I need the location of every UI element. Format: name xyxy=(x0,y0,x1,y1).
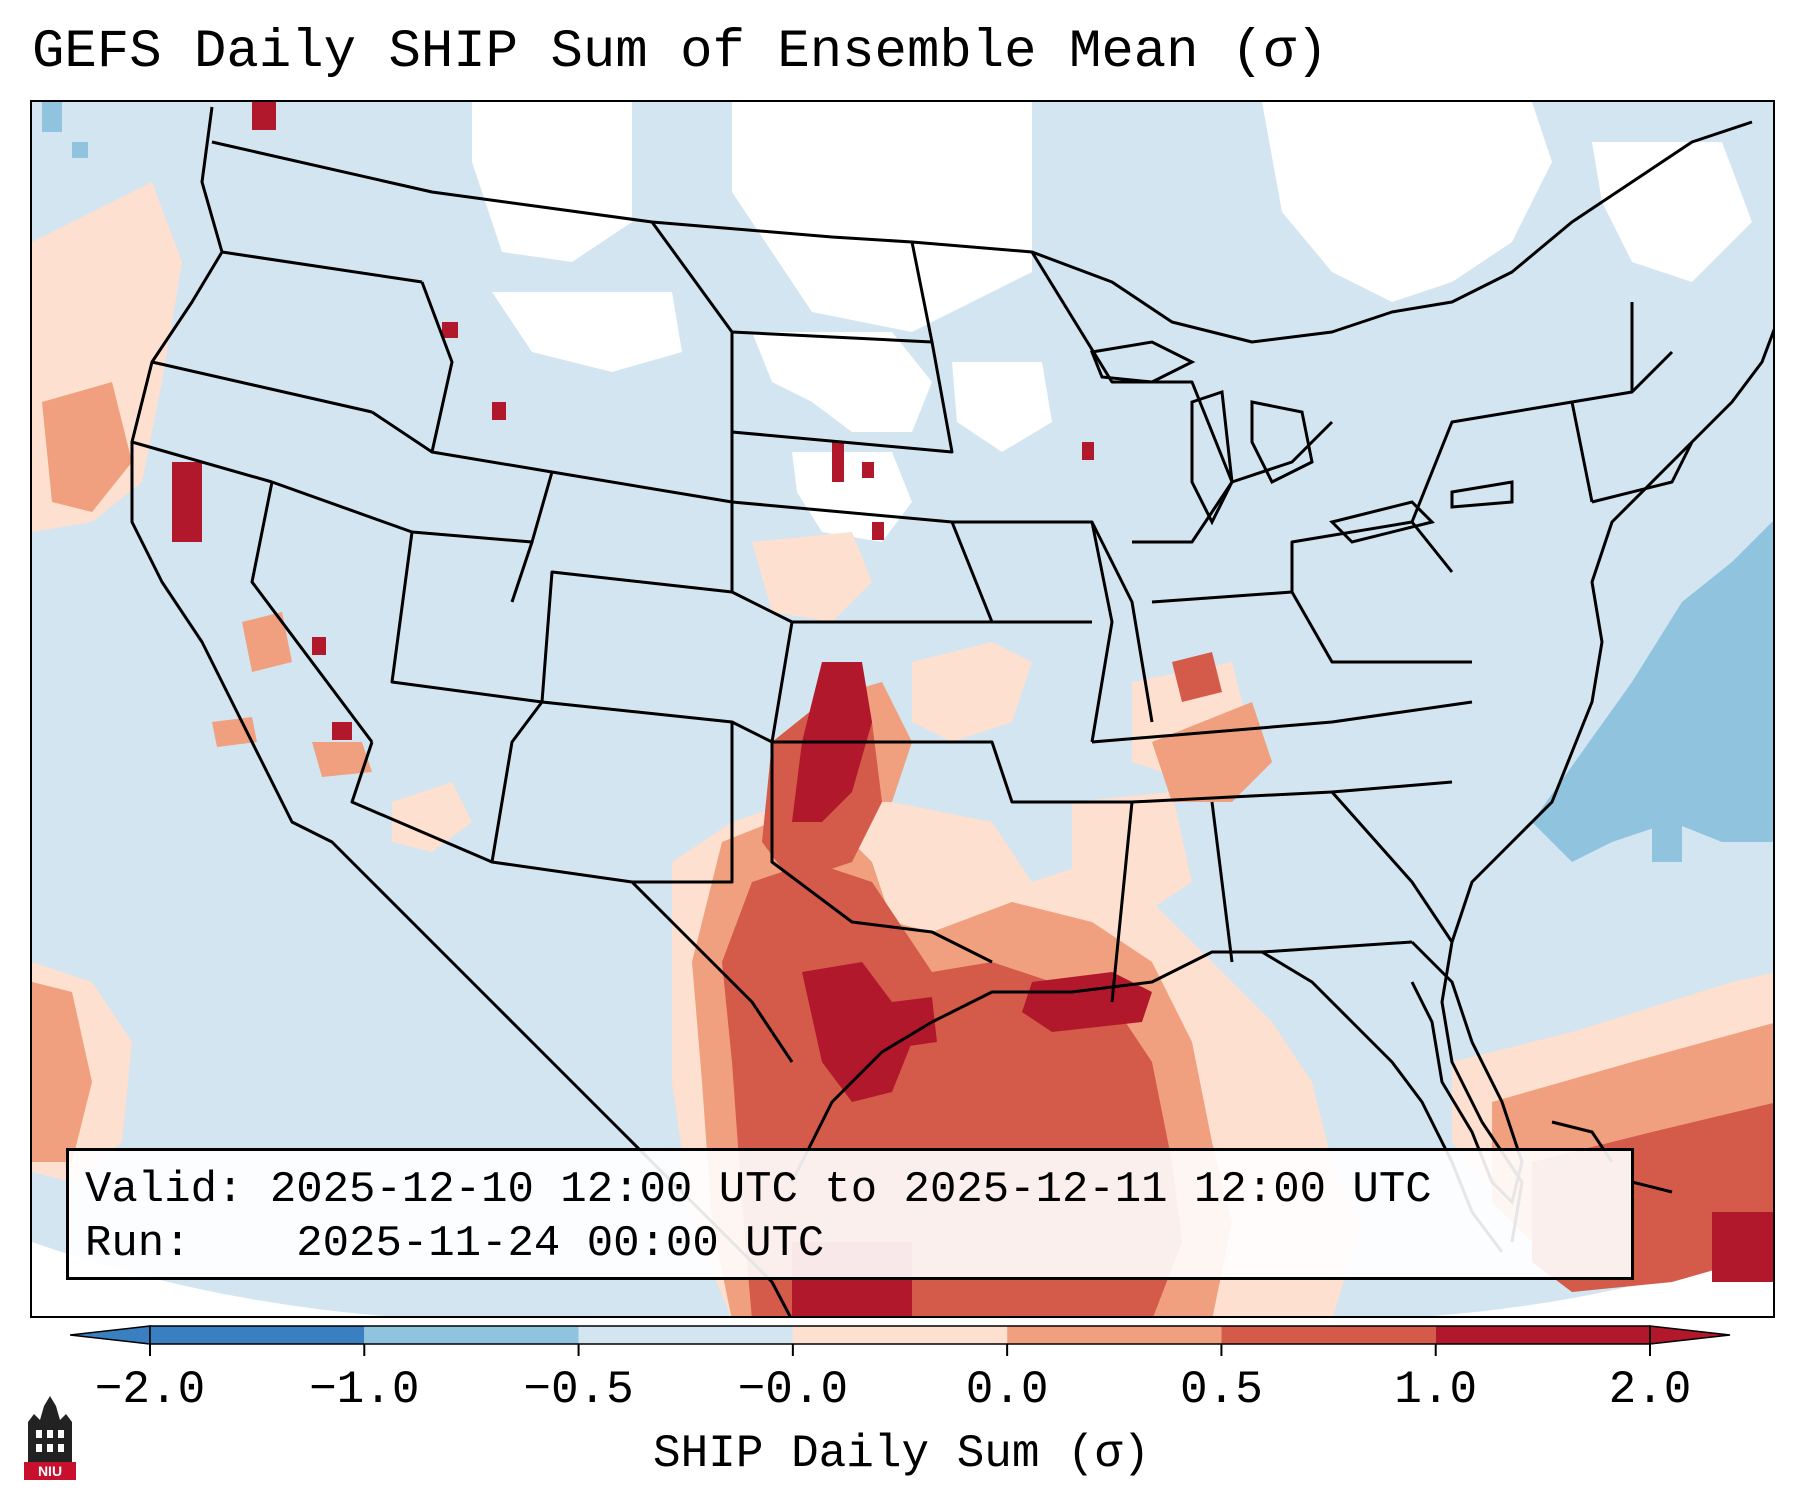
colorbar-tick-label: −0.0 xyxy=(737,1364,849,1416)
logo-text: NIU xyxy=(38,1463,62,1479)
colorbar-segment xyxy=(1221,1326,1436,1344)
map-canvas xyxy=(32,102,1773,1316)
colorbar-segment xyxy=(150,1326,365,1344)
projection-edge-right xyxy=(1432,1243,1773,1316)
valid-row: Valid: 2025-12-10 12:00 UTC to 2025-12-1… xyxy=(85,1163,1615,1217)
great-lakes xyxy=(1089,340,1514,544)
colorbar-outline xyxy=(149,1325,1651,1345)
colorbar-label: SHIP Daily Sum (σ) xyxy=(653,1428,1150,1480)
projection-edge-left xyxy=(32,1242,385,1316)
run-row: Run: 2025-11-24 00:00 UTC xyxy=(85,1217,1615,1271)
valid-label: Valid: xyxy=(85,1165,244,1215)
page-title: GEFS Daily SHIP Sum of Ensemble Mean (σ) xyxy=(32,22,1329,83)
run-label: Run: xyxy=(85,1219,191,1269)
colorbar-segment xyxy=(1435,1326,1650,1344)
colorbar-tick-label: 2.0 xyxy=(1608,1364,1692,1416)
colorbar-tick-label: −2.0 xyxy=(94,1364,206,1416)
colorbar-extend-low xyxy=(70,1325,151,1345)
negative-anomaly-atlantic xyxy=(42,102,1773,862)
colorbar xyxy=(70,1325,1731,1356)
colorbar-segment xyxy=(792,1326,1008,1344)
map-panel xyxy=(30,100,1775,1318)
colorbar-segment xyxy=(1007,1326,1222,1344)
valid-run-info-box: Valid: 2025-12-10 12:00 UTC to 2025-12-1… xyxy=(66,1148,1634,1280)
colorbar-tick-label: 1.0 xyxy=(1394,1364,1478,1416)
valid-value: 2025-12-10 12:00 UTC to 2025-12-11 12:00… xyxy=(269,1165,1432,1215)
run-value: 2025-11-24 00:00 UTC xyxy=(296,1219,825,1269)
colorbar-tick-label: −1.0 xyxy=(309,1364,420,1416)
colorbar-segment xyxy=(578,1326,793,1344)
niu-tower-logo-icon: NIU xyxy=(24,1396,76,1480)
near-zero-regions xyxy=(472,102,1752,542)
colorbar-segment xyxy=(364,1326,579,1344)
colorbar-tick-label: 0.0 xyxy=(965,1364,1049,1416)
colorbar-tick-label: 0.5 xyxy=(1180,1364,1263,1416)
colorbar-extend-high xyxy=(1649,1325,1731,1345)
colorbar-tick-label: −0.5 xyxy=(523,1364,634,1416)
